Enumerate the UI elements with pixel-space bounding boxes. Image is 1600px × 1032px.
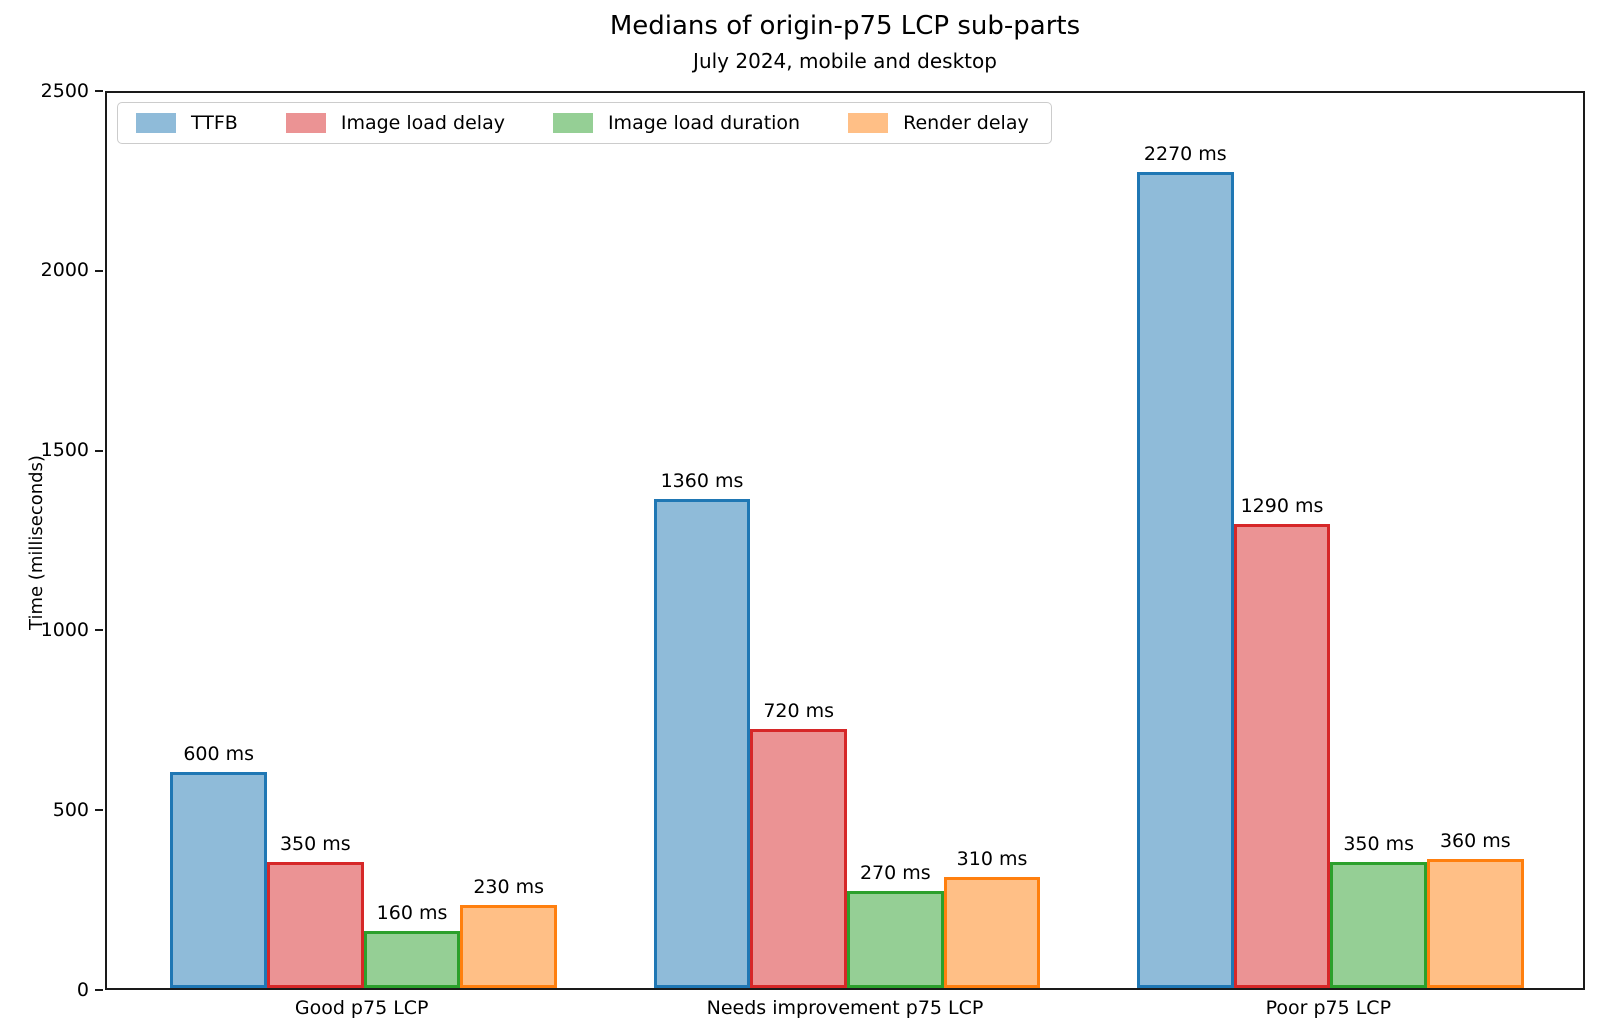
bar-value-label: 160 ms (376, 901, 448, 924)
y-axis-label: Time (milliseconds) (25, 455, 47, 630)
bar-value-label: 1360 ms (660, 469, 744, 492)
y-tick-label: 0 (76, 978, 89, 1001)
bar-render-delay (943, 876, 1041, 988)
legend-label: TTFB (191, 112, 238, 134)
x-category-label: Good p75 LCP (294, 997, 429, 1019)
legend-swatch (136, 113, 176, 133)
legend-swatch (552, 113, 593, 133)
y-tick-mark (95, 989, 103, 991)
bar-value-label: 350 ms (279, 833, 351, 856)
y-tick-label: 2500 (40, 79, 89, 102)
y-tick-mark (95, 809, 103, 812)
legend-item-image-load-delay: Image load delay (285, 112, 505, 134)
bar-image-load-duration (847, 890, 944, 988)
bar-image-load-delay (1233, 524, 1331, 988)
bar-value-label: 230 ms (473, 876, 545, 899)
bar-render-delay (1427, 858, 1524, 988)
bar-image-load-duration (1330, 862, 1427, 988)
legend-item-render-delay: Render delay (848, 112, 1029, 134)
bar-value-label: 720 ms (763, 700, 835, 723)
bar-ttfb (1137, 171, 1234, 988)
x-category-label: Needs improvement p75 LCP (706, 997, 984, 1019)
legend-item-ttfb: TTFB (136, 112, 238, 134)
legend-label: Image load delay (340, 112, 505, 134)
chart-subtitle: July 2024, mobile and desktop (693, 49, 997, 73)
bar-value-label: 360 ms (1439, 829, 1511, 852)
y-tick-mark (95, 629, 103, 632)
x-category-label: Poor p75 LCP (1265, 997, 1392, 1019)
y-tick-mark (95, 90, 103, 92)
y-tick-mark (95, 269, 103, 272)
bar-value-label: 1290 ms (1240, 495, 1324, 518)
y-tick-label: 500 (52, 798, 89, 821)
bar-render-delay (460, 905, 557, 988)
y-tick-label: 1500 (40, 439, 89, 462)
legend-label: Render delay (903, 112, 1029, 134)
bar-ttfb (170, 772, 267, 988)
bar-value-label: 600 ms (183, 743, 255, 766)
bar-value-label: 310 ms (956, 847, 1028, 870)
bar-value-label: 2270 ms (1143, 142, 1227, 165)
plot-area: Time (milliseconds) TTFB Image load delay… (26, 91, 1585, 990)
chart-title: Medians of origin-p75 LCP sub-parts (609, 11, 1081, 41)
legend-swatch (285, 113, 326, 133)
y-tick-mark (95, 449, 103, 452)
legend-item-image-load-duration: Image load duration (552, 112, 801, 134)
y-tick-label: 2000 (40, 259, 89, 282)
legend-label: Image load duration (607, 112, 801, 134)
y-tick-label: 1000 (40, 618, 89, 641)
bar-value-label: 350 ms (1343, 833, 1415, 856)
legend: TTFB Image load delay Image load duration R… (117, 102, 1052, 144)
bar-image-load-duration (363, 930, 461, 988)
bar-value-label: 270 ms (859, 861, 931, 884)
legend-swatch (848, 113, 889, 133)
bar-ttfb (653, 498, 751, 988)
bar-image-load-delay (267, 862, 364, 988)
bar-image-load-delay (750, 729, 847, 988)
